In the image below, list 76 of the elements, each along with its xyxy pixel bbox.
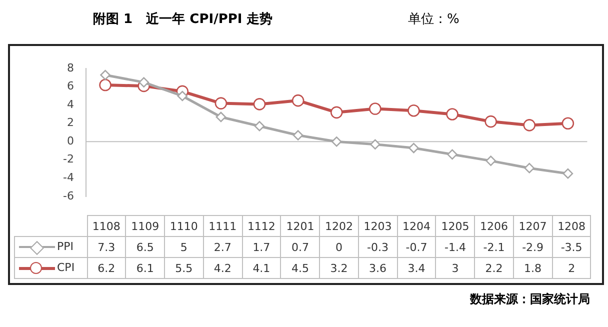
x-tick-label: 1208 bbox=[552, 216, 591, 236]
point bbox=[331, 136, 342, 147]
x-tick-label: 1204 bbox=[397, 216, 436, 236]
y-tick-label: 0 bbox=[67, 134, 74, 148]
x-tick-label: 1203 bbox=[358, 216, 398, 236]
point bbox=[330, 106, 343, 119]
data-label: 4.5 bbox=[280, 258, 320, 278]
point bbox=[562, 168, 574, 179]
data-label: 6.1 bbox=[126, 258, 165, 278]
point bbox=[100, 70, 110, 80]
point bbox=[523, 119, 536, 132]
point bbox=[369, 102, 382, 115]
y-tick-label: -4 bbox=[63, 171, 74, 184]
point bbox=[292, 94, 304, 107]
y-tick-label: -2 bbox=[63, 152, 74, 166]
chart-title: 附图 1 近一年 CPI/PPI 走势 bbox=[93, 11, 273, 28]
data-label: 2.2 bbox=[474, 258, 514, 278]
data-label: 3.6 bbox=[358, 258, 398, 278]
source-note: 数据来源：国家统计局 bbox=[468, 291, 591, 308]
data-label: 1.8 bbox=[513, 258, 552, 278]
data-label: 5 bbox=[164, 236, 204, 258]
data-label: -2.9 bbox=[513, 236, 552, 258]
x-tick-label: 1112 bbox=[242, 216, 281, 236]
legend-label: PPI bbox=[57, 240, 74, 254]
x-tick-label: 1108 bbox=[87, 216, 126, 236]
point bbox=[408, 142, 419, 154]
point bbox=[524, 162, 535, 174]
data-label: -0.3 bbox=[358, 236, 398, 258]
point bbox=[446, 108, 458, 120]
point bbox=[177, 90, 188, 102]
text: 单位：% bbox=[408, 11, 460, 28]
data-label: 7.3 bbox=[87, 236, 126, 258]
legend-label: CPI bbox=[57, 261, 75, 274]
data-label: -2.1 bbox=[474, 236, 514, 258]
y-tick-label: 6 bbox=[67, 80, 74, 93]
data-label: -3.5 bbox=[552, 236, 591, 258]
point bbox=[216, 112, 226, 122]
x-tick-label: 1110 bbox=[164, 216, 204, 236]
y-tick-label: 4 bbox=[67, 98, 74, 111]
x-tick-label: 1111 bbox=[203, 216, 242, 236]
point bbox=[486, 156, 496, 166]
point bbox=[214, 97, 228, 110]
data-label: 4.1 bbox=[242, 258, 281, 278]
x-tick-label: 1201 bbox=[280, 216, 320, 236]
x-tick-label: 1205 bbox=[436, 216, 475, 236]
point bbox=[138, 77, 149, 88]
data-label: 2 bbox=[552, 258, 591, 278]
data-label: 3 bbox=[436, 258, 475, 278]
point bbox=[254, 120, 265, 132]
y-tick-label: -6 bbox=[63, 189, 74, 202]
point bbox=[408, 104, 420, 117]
data-label: 1.7 bbox=[242, 236, 281, 258]
x-tick-label: 1206 bbox=[474, 216, 514, 236]
point bbox=[370, 139, 380, 150]
data-label: 0 bbox=[320, 236, 358, 258]
data-label: -0.7 bbox=[397, 236, 436, 258]
x-tick-label: 1207 bbox=[513, 216, 552, 236]
data-label: 6.2 bbox=[87, 258, 126, 278]
point bbox=[484, 115, 497, 128]
x-tick-label: 1202 bbox=[320, 216, 358, 236]
point bbox=[447, 149, 458, 160]
data-label: 2.7 bbox=[203, 236, 242, 258]
data-label: 6.5 bbox=[126, 236, 165, 258]
data-label: 0.7 bbox=[280, 236, 320, 258]
data-label: 3.2 bbox=[320, 258, 358, 278]
point bbox=[562, 117, 574, 130]
data-label: 5.5 bbox=[164, 258, 204, 278]
point bbox=[99, 78, 112, 92]
data-label: -1.4 bbox=[436, 236, 475, 258]
y-tick-label: 8 bbox=[67, 61, 74, 74]
x-tick-label: 1109 bbox=[126, 216, 165, 236]
point bbox=[292, 130, 304, 140]
y-tick-label: 2 bbox=[67, 116, 74, 130]
point bbox=[253, 98, 266, 110]
data-label: 3.4 bbox=[397, 258, 436, 278]
data-label: 4.2 bbox=[203, 258, 242, 278]
